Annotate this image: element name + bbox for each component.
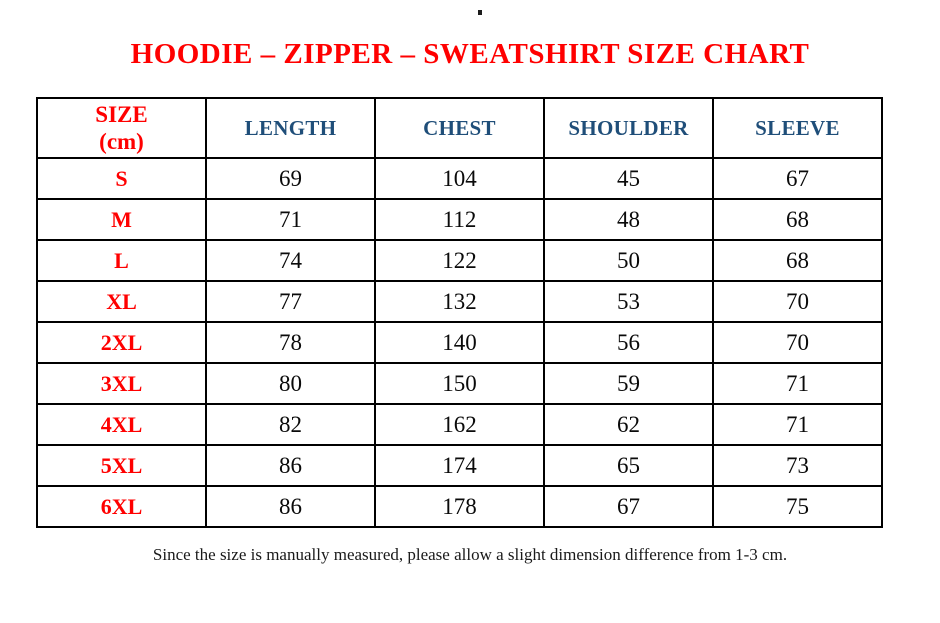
table-row-2xl: 2XL 78 140 56 70 (36, 321, 883, 365)
size-header-line1: SIZE (95, 101, 148, 127)
sleeve-cell: 73 (712, 444, 883, 488)
size-cell: M (36, 198, 207, 242)
length-cell: 78 (205, 321, 376, 365)
shoulder-cell: 45 (543, 157, 714, 201)
sleeve-cell: 71 (712, 403, 883, 447)
sleeve-cell: 68 (712, 198, 883, 242)
chest-cell: 132 (374, 280, 545, 324)
sleeve-cell: 71 (712, 362, 883, 406)
sleeve-cell: 70 (712, 280, 883, 324)
sleeve-cell: 70 (712, 321, 883, 365)
shoulder-cell: 62 (543, 403, 714, 447)
table-header: SIZE (cm) LENGTH CHEST SHOULDER SLEEVE (36, 97, 883, 160)
size-cell: 5XL (36, 444, 207, 488)
chest-cell: 112 (374, 198, 545, 242)
column-header-shoulder: SHOULDER (543, 97, 714, 160)
table-row-s: S 69 104 45 67 (36, 157, 883, 201)
size-header-line2: (cm) (99, 129, 144, 155)
page-title: HOODIE – ZIPPER – SWEATSHIRT SIZE CHART (130, 38, 810, 70)
size-chart-table: SIZE (cm) LENGTH CHEST SHOULDER SLEEVE S… (36, 97, 883, 529)
sleeve-cell: 75 (712, 485, 883, 529)
size-cell: S (36, 157, 207, 201)
sleeve-cell: 68 (712, 239, 883, 283)
chest-cell: 162 (374, 403, 545, 447)
column-header-chest: CHEST (374, 97, 545, 160)
size-cell: L (36, 239, 207, 283)
size-cell: 6XL (36, 485, 207, 529)
chest-cell: 150 (374, 362, 545, 406)
table-row-6xl: 6XL 86 178 67 75 (36, 485, 883, 529)
chest-cell: 122 (374, 239, 545, 283)
chest-cell: 174 (374, 444, 545, 488)
column-header-length: LENGTH (205, 97, 376, 160)
shoulder-cell: 67 (543, 485, 714, 529)
length-cell: 80 (205, 362, 376, 406)
stray-dot-artifact (478, 10, 482, 15)
table-row-xl: XL 77 132 53 70 (36, 280, 883, 324)
chest-cell: 104 (374, 157, 545, 201)
size-cell: 3XL (36, 362, 207, 406)
size-cell: XL (36, 280, 207, 324)
shoulder-cell: 59 (543, 362, 714, 406)
length-cell: 82 (205, 403, 376, 447)
table-row-4xl: 4XL 82 162 62 71 (36, 403, 883, 447)
size-cell: 2XL (36, 321, 207, 365)
length-cell: 86 (205, 485, 376, 529)
table-row-l: L 74 122 50 68 (36, 239, 883, 283)
length-cell: 86 (205, 444, 376, 488)
length-cell: 69 (205, 157, 376, 201)
chest-cell: 140 (374, 321, 545, 365)
shoulder-cell: 53 (543, 280, 714, 324)
header-row: SIZE (cm) LENGTH CHEST SHOULDER SLEEVE (36, 97, 883, 160)
shoulder-cell: 56 (543, 321, 714, 365)
length-cell: 71 (205, 198, 376, 242)
shoulder-cell: 65 (543, 444, 714, 488)
chest-cell: 178 (374, 485, 545, 529)
shoulder-cell: 50 (543, 239, 714, 283)
length-cell: 74 (205, 239, 376, 283)
table-body: S 69 104 45 67 M 71 112 48 68 L 74 122 5… (36, 157, 883, 529)
measurement-disclaimer: Since the size is manually measured, ple… (152, 545, 788, 565)
table-row-m: M 71 112 48 68 (36, 198, 883, 242)
shoulder-cell: 48 (543, 198, 714, 242)
column-header-size-cm: SIZE (cm) (36, 97, 207, 160)
length-cell: 77 (205, 280, 376, 324)
sleeve-cell: 67 (712, 157, 883, 201)
size-cell: 4XL (36, 403, 207, 447)
table-row-3xl: 3XL 80 150 59 71 (36, 362, 883, 406)
column-header-sleeve: SLEEVE (712, 97, 883, 160)
table-row-5xl: 5XL 86 174 65 73 (36, 444, 883, 488)
